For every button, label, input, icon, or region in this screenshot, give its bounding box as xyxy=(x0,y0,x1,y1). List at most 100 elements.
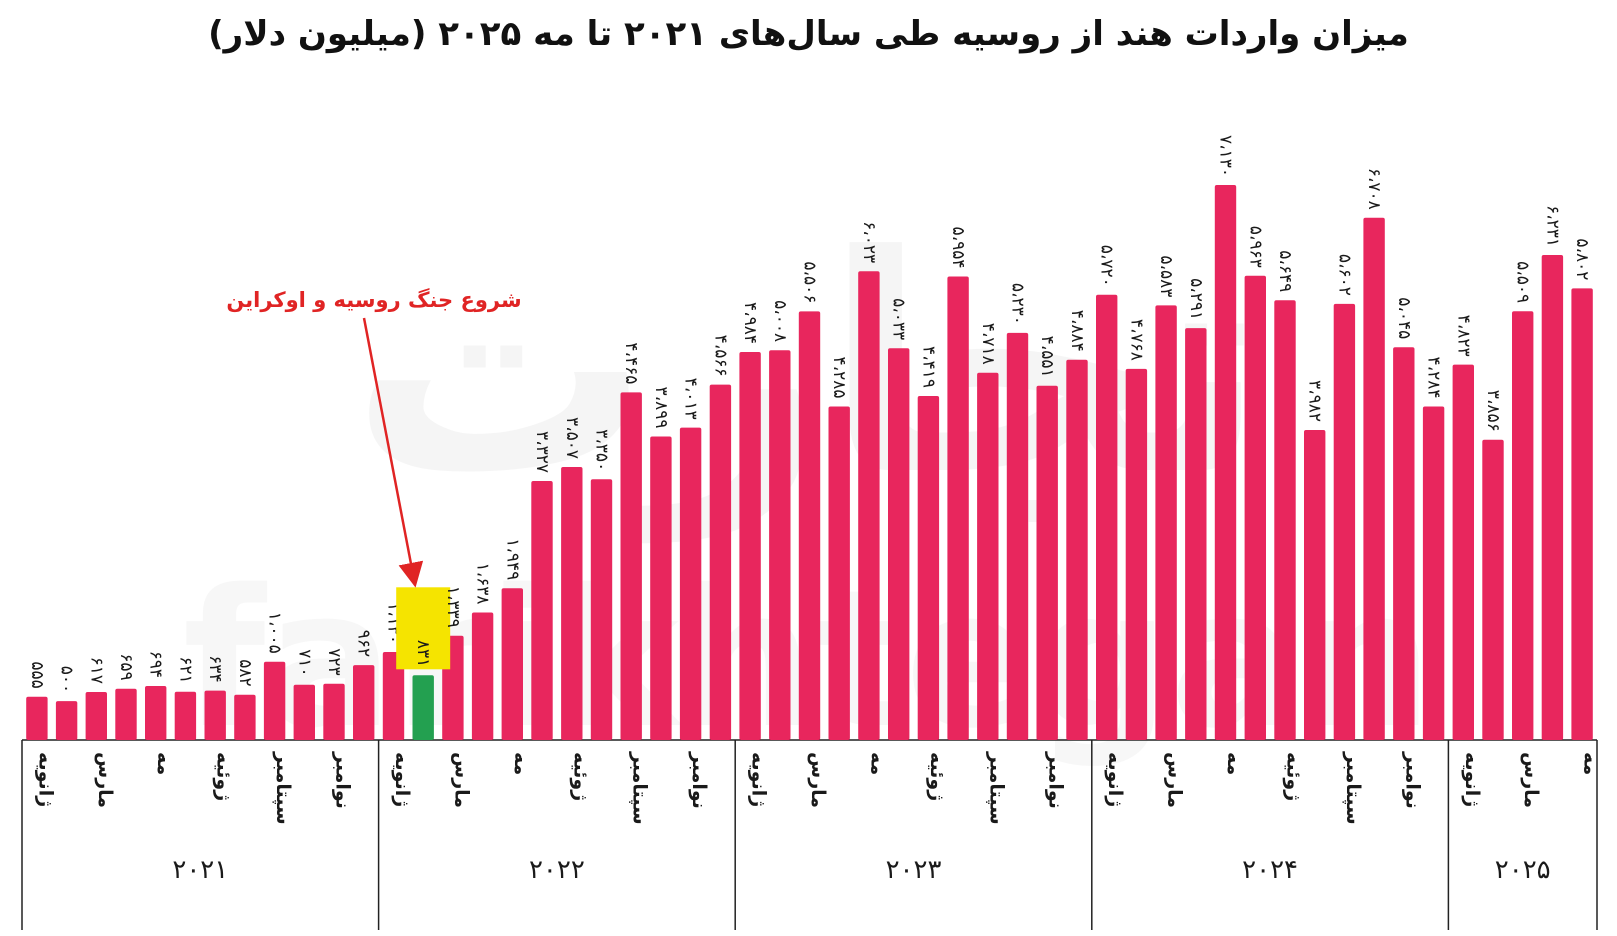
bar-۲۰۲۱-8 xyxy=(234,694,256,740)
value-label: ۴،۲۸۵ xyxy=(829,356,849,398)
bar-۲۰۲۴-4 xyxy=(1185,328,1207,740)
value-label: ۷۲۳ xyxy=(324,648,344,675)
value-label: ۴،۸۸۴ xyxy=(1067,310,1087,352)
bar-۲۰۲۱-3 xyxy=(85,692,107,740)
bar-۲۰۲۳-5 xyxy=(858,271,880,740)
bar-۲۰۲۳-7 xyxy=(917,396,940,740)
bar-۲۰۲۳-4 xyxy=(828,406,850,740)
value-label: ۷،۱۳۰ xyxy=(1216,135,1236,177)
month-tick-label: ژوئیه xyxy=(926,752,948,801)
bar-۲۰۲۱-2 xyxy=(55,701,78,740)
bar-۲۰۲۱-4 xyxy=(115,688,137,740)
value-label: ۵،۵۸۳ xyxy=(1156,255,1176,297)
value-label: ۶،۷۰۸ xyxy=(1364,168,1384,210)
bar-۲۰۲۲-11 xyxy=(679,427,702,740)
value-label: ۵،۰۰۸ xyxy=(770,300,790,342)
value-label: ۵،۹۶۳ xyxy=(1245,226,1265,268)
bar-۲۰۲۵-2 xyxy=(1482,439,1504,740)
bar-۲۰۲۴-8 xyxy=(1304,430,1326,740)
value-label: ۳،۹۸۲ xyxy=(1305,380,1325,422)
value-label: ۱،۰۰۵ xyxy=(265,612,285,654)
value-label: ۵۰۰ xyxy=(57,666,77,693)
value-label: ۱،۶۳۸ xyxy=(473,562,493,604)
value-label: ۵،۶۰۲ xyxy=(1334,254,1354,296)
month-tick-label: ژانویه xyxy=(1104,752,1126,807)
value-label: ۴،۲۸۴ xyxy=(1424,356,1444,398)
bar-۲۰۲۲-12 xyxy=(709,384,732,740)
month-tick-label: ژوئیه xyxy=(569,752,591,801)
bar-۲۰۲۱-11 xyxy=(323,683,345,740)
month-tick-label: ژانویه xyxy=(1461,752,1483,807)
bar-۲۰۲۲-7 xyxy=(561,467,583,740)
bar-۲۰۲۴-12 xyxy=(1422,406,1445,740)
month-tick-label: سپتامبر xyxy=(1342,751,1364,825)
annotation: شروع جنگ روسیه و اوکراین xyxy=(226,287,522,588)
month-tick-label: مه xyxy=(1223,752,1245,775)
value-label: ۶۵۹ xyxy=(116,653,136,680)
bar-۲۰۲۴-6 xyxy=(1244,275,1266,740)
value-label: ۵،۵۰۶ xyxy=(800,261,820,303)
bar-۲۰۲۱-10 xyxy=(293,684,315,740)
value-label: ۶۹۴ xyxy=(146,651,166,678)
value-label: ۶۱۷ xyxy=(86,657,106,684)
value-label: ۱،۹۴۹ xyxy=(502,538,522,580)
month-tick-label: نوامبر xyxy=(332,751,354,809)
bar-۲۰۲۱-12 xyxy=(353,665,375,740)
value-label: ۱،۳۳۹ xyxy=(443,586,463,628)
month-tick-label: مه xyxy=(510,752,532,775)
month-tick-label: مارس xyxy=(1164,752,1186,808)
bar-۲۰۲۳-6 xyxy=(888,348,910,740)
bar-۲۰۲۵-3 xyxy=(1512,311,1534,740)
month-tick-label: ژانویه xyxy=(34,752,56,807)
month-tick-label: مارس xyxy=(450,752,472,808)
bar-۲۰۲۴-2 xyxy=(1125,368,1148,740)
chart-title: میزان واردات هند از روسیه طی سال‌های ۲۰۲… xyxy=(208,14,1409,54)
value-label: ۳،۸۵۶ xyxy=(1483,390,1503,432)
bar-۲۰۲۵-4 xyxy=(1541,255,1564,740)
value-label: ۳،۸۹۹ xyxy=(651,386,671,428)
value-label: ۵،۹۵۴ xyxy=(948,226,968,268)
war-start-annotation: شروع جنگ روسیه و اوکراین xyxy=(226,287,521,312)
bar-۲۰۲۳-2 xyxy=(769,350,791,740)
month-tick-label: مه xyxy=(153,752,175,775)
bar-۲۰۲۴-10 xyxy=(1363,217,1385,741)
value-label: ۵۵۵ xyxy=(27,661,47,688)
bar-۲۰۲۱-7 xyxy=(204,690,226,740)
annotation-arrow xyxy=(362,317,424,588)
bar-۲۰۲۱-9 xyxy=(263,661,286,740)
value-label: ۳،۳۲۷ xyxy=(532,431,552,473)
bar-۲۰۲۲-2 xyxy=(412,675,434,740)
value-label: ۵،۵۰۹ xyxy=(1513,261,1533,303)
month-tick-label: ژانویه xyxy=(748,752,770,807)
value-label: ۴،۹۸۴ xyxy=(740,302,760,344)
value-label: ۵۸۲ xyxy=(235,659,255,686)
value-label: ۴،۷۶۸ xyxy=(1126,319,1146,361)
bar-۲۰۲۳-12 xyxy=(1066,359,1088,740)
value-label: ۵،۰۴۵ xyxy=(1394,297,1414,339)
bar-۲۰۲۲-6 xyxy=(531,481,553,740)
bar-۲۰۲۱-6 xyxy=(174,691,197,740)
month-tick-label: ژوئیه xyxy=(1283,752,1305,801)
bar-۲۰۲۳-10 xyxy=(1006,332,1029,740)
value-label: ۴،۰۱۳ xyxy=(681,378,701,420)
value-labels: ۵۵۵ ۵۰۰ ۶۱۷ ۶۵۹ ۶۹۴ ۶۲۱ ۶۳۴ ۵۸۲ ۱،۰۰۵ ۷۱۰ ۷۲۳ ۹۶۲ ۱،… xyxy=(27,135,1592,693)
month-tick-label: مارس xyxy=(807,752,829,808)
bar-۲۰۲۲-4 xyxy=(471,612,494,740)
bar-۲۰۲۴-9 xyxy=(1333,303,1356,740)
year-label: ۲۰۲۴ xyxy=(1242,855,1298,885)
month-tick-label: مارس xyxy=(94,752,116,808)
bar-۲۰۲۳-3 xyxy=(798,311,821,740)
bar-۲۰۲۵-5 xyxy=(1571,288,1593,740)
bar-۲۰۲۲-9 xyxy=(620,392,642,740)
bar-۲۰۲۳-8 xyxy=(947,276,969,740)
value-label: ۴،۴۱۹ xyxy=(918,346,938,388)
value-label: ۳،۳۵۰ xyxy=(592,429,612,471)
bars xyxy=(26,185,1593,741)
value-label: ۹۶۲ xyxy=(354,630,374,657)
bar-۲۰۲۳-9 xyxy=(977,372,999,740)
value-label: ۴،۵۵۱ xyxy=(1037,336,1057,378)
value-label: ۳،۵۰۷ xyxy=(562,417,582,459)
bar-۲۰۲۲-1 xyxy=(382,652,405,740)
bar-۲۰۲۴-5 xyxy=(1214,185,1237,740)
bar-۲۰۲۱-1 xyxy=(26,696,48,740)
